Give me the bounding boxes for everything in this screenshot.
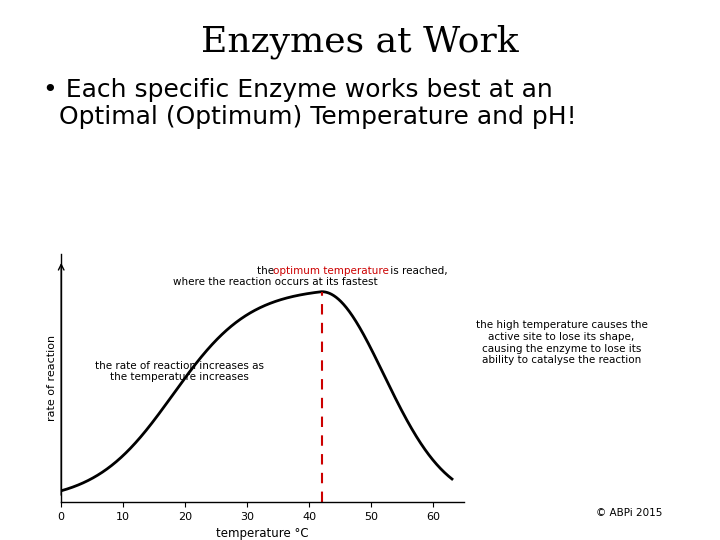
X-axis label: temperature °C: temperature °C xyxy=(217,528,309,540)
Text: the high temperature causes the
active site to lose its shape,
causing the enzym: the high temperature causes the active s… xyxy=(476,321,647,365)
Text: optimum temperature: optimum temperature xyxy=(274,266,390,275)
Text: the: the xyxy=(256,266,277,275)
Text: Enzymes at Work: Enzymes at Work xyxy=(201,24,519,59)
Text: © ABPi 2015: © ABPi 2015 xyxy=(596,508,662,518)
Text: where the reaction occurs at its fastest: where the reaction occurs at its fastest xyxy=(173,277,377,287)
Text: Optimal (Optimum) Temperature and pH!: Optimal (Optimum) Temperature and pH! xyxy=(43,105,577,129)
Text: is reached,: is reached, xyxy=(387,266,448,275)
Y-axis label: rate of reaction: rate of reaction xyxy=(47,335,57,421)
Text: • Each specific Enzyme works best at an: • Each specific Enzyme works best at an xyxy=(43,78,553,102)
Text: the rate of reaction increases as
the temperature increases: the rate of reaction increases as the te… xyxy=(94,361,264,382)
